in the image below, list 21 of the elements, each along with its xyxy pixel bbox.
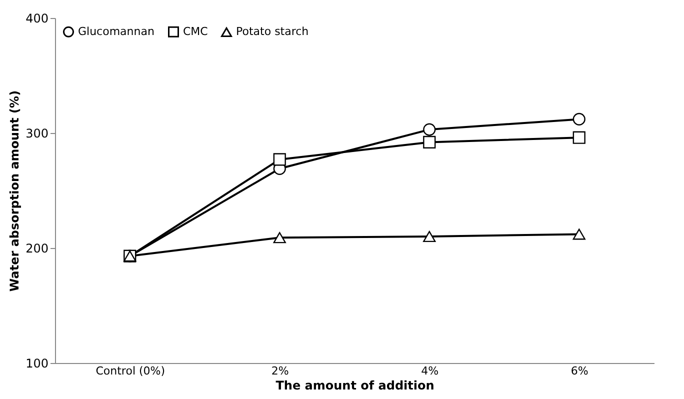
point [572, 112, 586, 126]
point [423, 123, 436, 136]
x-tick-label: 2% [271, 364, 289, 378]
y-tick-label: 400 [26, 12, 48, 26]
legend-label: CMC [183, 24, 208, 38]
y-axis-title: Water absorption amount (%) [8, 90, 22, 292]
point [273, 232, 286, 244]
x-tick-label: 6% [570, 364, 588, 378]
legend-label: Glucomannan [78, 24, 154, 38]
y-tick-label: 300 [26, 126, 48, 140]
point [572, 228, 586, 240]
y-tick-label: 100 [26, 356, 48, 370]
legend-label: Potato starch [236, 25, 309, 38]
x-tick-label: Control (0%) [96, 364, 166, 378]
point [572, 131, 586, 144]
point [423, 230, 436, 242]
x-axis-title: The amount of addition [276, 378, 434, 392]
point [423, 136, 436, 148]
point [273, 153, 286, 166]
y-tick-label: 200 [26, 242, 48, 256]
x-tick-label: 4% [421, 364, 439, 378]
